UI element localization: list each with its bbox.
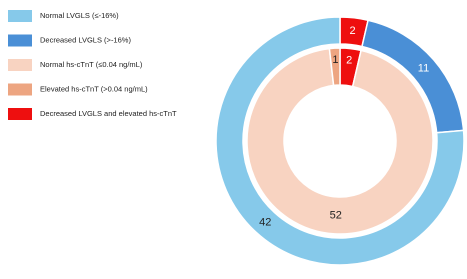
donut-slice xyxy=(328,47,341,87)
donut-slice xyxy=(246,47,434,235)
legend-swatch xyxy=(8,83,32,96)
donut-slice xyxy=(215,16,465,266)
value-label: 2 xyxy=(350,25,356,37)
value-label: 2 xyxy=(346,54,352,66)
value-label: 11 xyxy=(418,63,429,75)
legend-label: Elevated hs-cTnT (>0.04 ng/mL) xyxy=(40,84,148,93)
legend-swatch xyxy=(8,108,32,120)
value-label: 42 xyxy=(259,216,271,228)
value-label: 1 xyxy=(332,54,338,66)
value-label: 52 xyxy=(330,209,342,221)
legend-label: Decreased LVGLS (>-16%) xyxy=(40,35,131,44)
legend-label: Normal LVGLS (≤-16%) xyxy=(40,11,119,20)
legend-label: Decreased LVGLS and elevated hs-cTnT xyxy=(40,109,177,118)
legend-label: Normal hs-cTnT (≤0.04 ng/mL) xyxy=(40,60,143,69)
legend-swatch xyxy=(8,34,32,47)
legend-swatch xyxy=(8,59,32,71)
legend-swatch xyxy=(8,10,32,22)
